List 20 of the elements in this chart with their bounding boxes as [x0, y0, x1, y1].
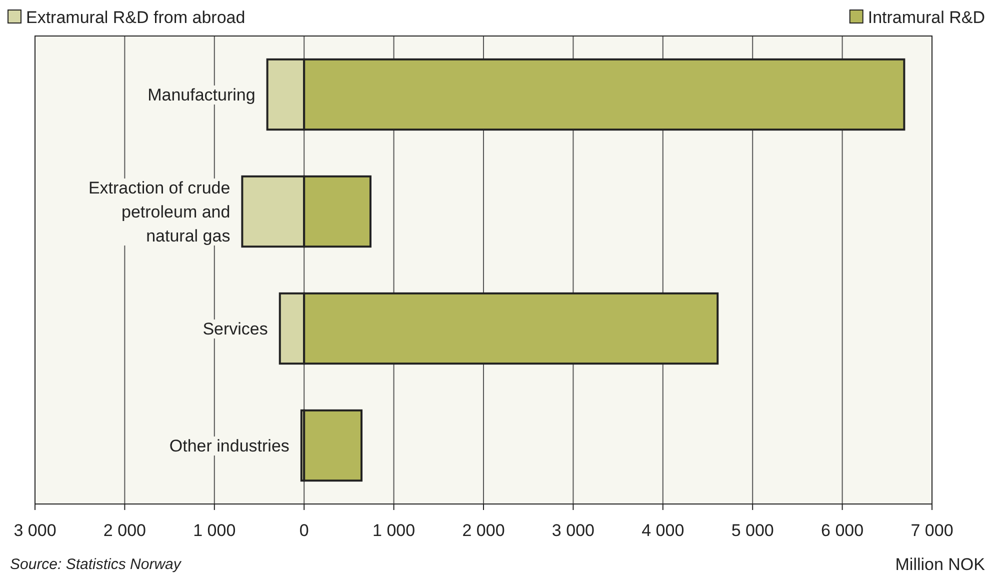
source-note: Source: Statistics Norway [10, 556, 182, 573]
legend-label: Intramural R&D [868, 8, 985, 27]
x-tick-label: 1 000 [372, 521, 416, 540]
y-tick-label: Manufacturing [148, 86, 256, 104]
bar [303, 409, 363, 482]
x-tick-label: 5 000 [731, 521, 774, 540]
legend-label: Extramural R&D from abroad [26, 8, 246, 27]
y-tick-label: Services [202, 320, 268, 338]
x-tick-label: 6 000 [821, 521, 864, 540]
x-tick-label: 0 [299, 521, 309, 540]
x-tick-label: 3 000 [14, 521, 56, 540]
x-axis-title: Million NOK [895, 555, 986, 574]
x-tick-label: 4 000 [642, 521, 684, 540]
x-tick-label: 2 000 [103, 521, 146, 540]
x-tick-label: 2 000 [462, 521, 505, 540]
x-tick-label: 3 000 [552, 521, 594, 540]
y-tick-label: Extraction of crude petroleum and natural gas [88, 178, 230, 246]
x-tick-label: 1 000 [193, 521, 236, 540]
x-tick-label: 7 000 [910, 521, 954, 540]
y-tick-label: Other industries [169, 436, 290, 456]
